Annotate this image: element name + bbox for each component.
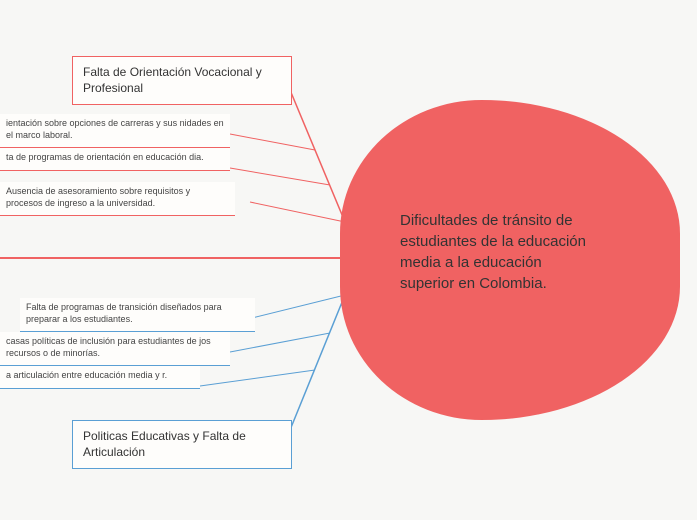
central-node-text: Dificultades de tránsito de estudiantes … [400,210,600,294]
branch-bottom-item-3: a articulación entre educación media y r… [0,366,200,389]
branch-bottom-title: Politicas Educativas y Falta de Articula… [83,429,246,459]
branch-top-item-1: ientación sobre opciones de carreras y s… [0,114,230,148]
branch-top-item-3: Ausencia de asesoramiento sobre requisit… [0,182,235,216]
branch-bottom-box[interactable]: Politicas Educativas y Falta de Articula… [72,420,292,469]
branch-top-item-2: ta de programas de orientación en educac… [0,148,230,171]
branch-top-box[interactable]: Falta de Orientación Vocacional y Profes… [72,56,292,105]
branch-top-title: Falta de Orientación Vocacional y Profes… [83,65,262,95]
branch-bottom-item-2: casas políticas de inclusión para estudi… [0,332,230,366]
branch-bottom-item-1: Falta de programas de transición diseñad… [20,298,255,332]
